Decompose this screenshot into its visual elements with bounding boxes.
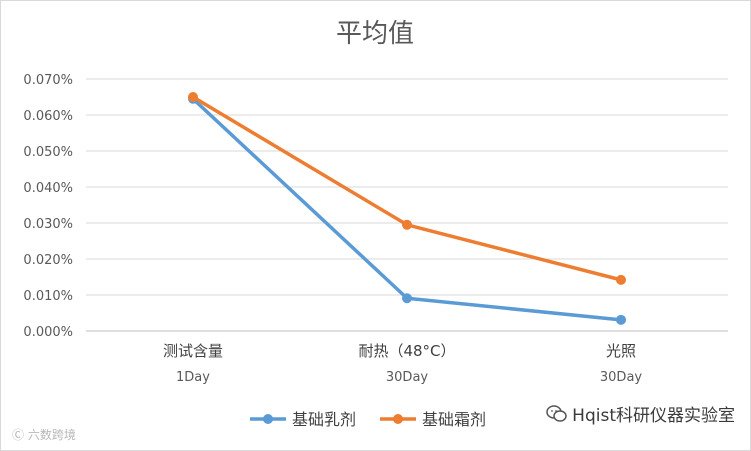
data-point — [188, 92, 198, 102]
legend-swatch-marker — [263, 414, 273, 424]
y-tick-label: 0.060% — [23, 109, 73, 124]
data-point — [402, 219, 412, 230]
x-tick-label: 测试含量 — [163, 342, 223, 360]
x-tick-sublabel: 1Day — [176, 370, 210, 385]
y-tick-label: 0.010% — [23, 289, 73, 304]
chart-title: 平均值 — [336, 19, 414, 49]
y-tick-label: 0.000% — [23, 325, 73, 340]
data-point — [616, 314, 626, 325]
x-axis: 测试含量 1Day 耐热（48°C） 30Day 光照 30Day — [163, 342, 642, 385]
y-axis: 0.000% 0.010% 0.020% 0.030% 0.040% 0.050% 0.06… — [23, 73, 73, 340]
legend: 基础乳剂 基础霜剂 — [250, 410, 486, 429]
y-tick-label: 0.070% — [23, 73, 73, 88]
legend-swatch-marker — [393, 414, 403, 424]
y-tick-label: 0.050% — [23, 145, 73, 160]
x-tick-label: 耐热（48°C） — [358, 342, 455, 360]
watermark-left: Ⓒ 六数跨境 — [12, 428, 76, 442]
data-point — [402, 293, 412, 304]
x-tick-sublabel: 30Day — [600, 370, 643, 385]
legend-label: 基础霜剂 — [422, 410, 486, 429]
gridlines — [86, 78, 728, 332]
data-point — [616, 274, 626, 285]
watermark-right: Hqist科研仪器实验室 — [546, 401, 735, 426]
series-line — [191, 95, 623, 282]
wechat-icon — [546, 404, 567, 422]
x-tick-label: 光照 — [606, 342, 636, 360]
legend-label: 基础乳剂 — [292, 410, 356, 429]
y-tick-label: 0.030% — [23, 217, 73, 232]
y-tick-label: 0.020% — [23, 253, 73, 268]
series-group — [188, 92, 626, 325]
series-line — [191, 97, 623, 322]
y-tick-label: 0.040% — [23, 181, 73, 196]
x-tick-sublabel: 30Day — [386, 370, 429, 385]
watermark-right-text: Hqist科研仪器实验室 — [572, 406, 735, 426]
